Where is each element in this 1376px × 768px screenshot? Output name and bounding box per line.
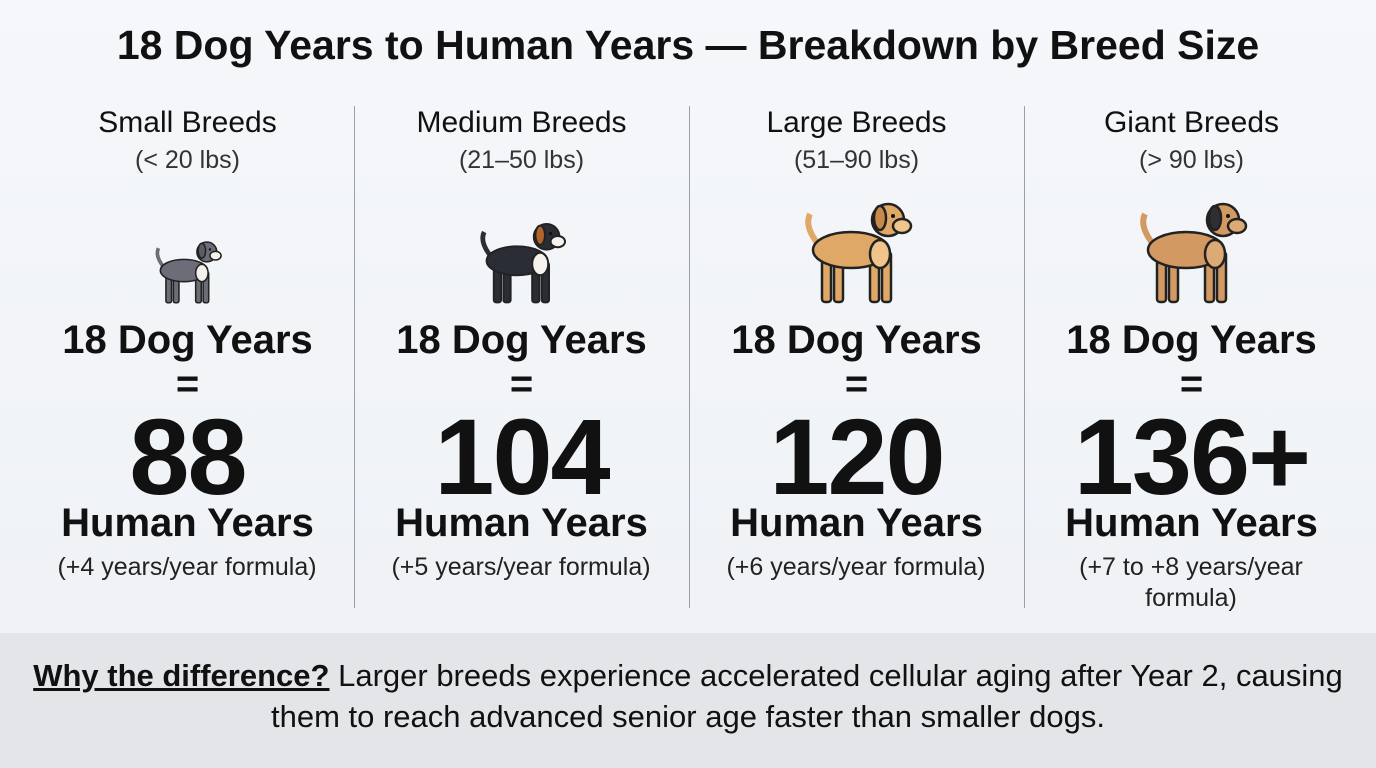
- breed-weight: (21–50 lbs): [458, 146, 585, 174]
- breed-weight: (< 20 lbs): [135, 146, 240, 174]
- equals-sign: =: [175, 362, 200, 406]
- dog-ear: [197, 242, 207, 259]
- dog-tail: [480, 230, 493, 258]
- dog-chest: [531, 251, 550, 277]
- dog-muzzle: [891, 217, 913, 235]
- dog-figure: [1140, 202, 1248, 304]
- dog-chest: [868, 238, 892, 270]
- breed-name: Medium Breeds: [416, 106, 627, 139]
- column-divider: [354, 106, 355, 608]
- dog-eye: [891, 214, 895, 218]
- dog-icon: [1140, 202, 1248, 304]
- dog-icon: [480, 222, 567, 304]
- dog-muzzle: [549, 234, 567, 249]
- breed-weight: (51–90 lbs): [793, 146, 920, 174]
- footer-lead: Why the difference?: [33, 658, 330, 693]
- title: 18 Dog Years to Human Years — Breakdown …: [116, 22, 1260, 68]
- dog-years: 18 Dog Years: [62, 318, 313, 362]
- dog-ear: [872, 204, 888, 232]
- human-age: 104: [434, 396, 610, 517]
- dog-years: 18 Dog Years: [396, 318, 647, 362]
- dog-muzzle: [209, 250, 222, 261]
- dog-tail: [155, 247, 165, 268]
- dog-figure: [155, 241, 222, 304]
- dog-chest: [1203, 238, 1227, 270]
- formula: (+6 years/year formula): [726, 553, 986, 581]
- formula: (+7 to +8 years/year formula): [1079, 553, 1303, 612]
- human-years-label: Human Years: [1065, 501, 1318, 545]
- footer: Why the difference? Larger breeds experi…: [0, 633, 1376, 768]
- dog-eye: [549, 232, 553, 236]
- human-years-label: Human Years: [61, 501, 314, 545]
- breed-weight: (> 90 lbs): [1139, 146, 1244, 174]
- footer-text: Why the difference? Larger breeds experi…: [20, 655, 1356, 737]
- dog-tail: [805, 212, 821, 246]
- dog-muzzle: [1226, 217, 1248, 235]
- dog-ear: [1207, 204, 1223, 232]
- human-age: 120: [769, 396, 945, 517]
- breed-name: Large Breeds: [766, 106, 947, 139]
- human-age: 88: [129, 396, 247, 517]
- dog-ear: [534, 224, 547, 246]
- dog-years: 18 Dog Years: [1066, 318, 1317, 362]
- dog-eye: [1226, 214, 1230, 218]
- dog-tail: [1140, 212, 1156, 246]
- breed-name: Giant Breeds: [1103, 106, 1280, 139]
- dog-icon: [155, 241, 222, 304]
- equals-sign: =: [509, 362, 534, 406]
- dog-icon: [805, 202, 913, 304]
- dog-eye: [208, 248, 212, 251]
- human-age: 136+: [1073, 396, 1311, 517]
- dog-figure: [805, 202, 913, 304]
- equals-sign: =: [1179, 362, 1204, 406]
- column-divider: [1023, 106, 1025, 608]
- human-years-label: Human Years: [395, 501, 648, 545]
- dog-figure: [480, 222, 567, 304]
- equals-sign: =: [844, 362, 869, 406]
- formula: (+5 years/year formula): [391, 553, 651, 581]
- breed-name: Small Breeds: [98, 106, 277, 139]
- dog-years: 18 Dog Years: [731, 318, 982, 362]
- column-divider: [688, 106, 690, 608]
- footer-body: Larger breeds experience accelerated cel…: [270, 658, 1343, 734]
- formula: (+4 years/year formula): [57, 553, 317, 581]
- human-years-label: Human Years: [730, 501, 983, 545]
- dog-chest: [194, 263, 209, 283]
